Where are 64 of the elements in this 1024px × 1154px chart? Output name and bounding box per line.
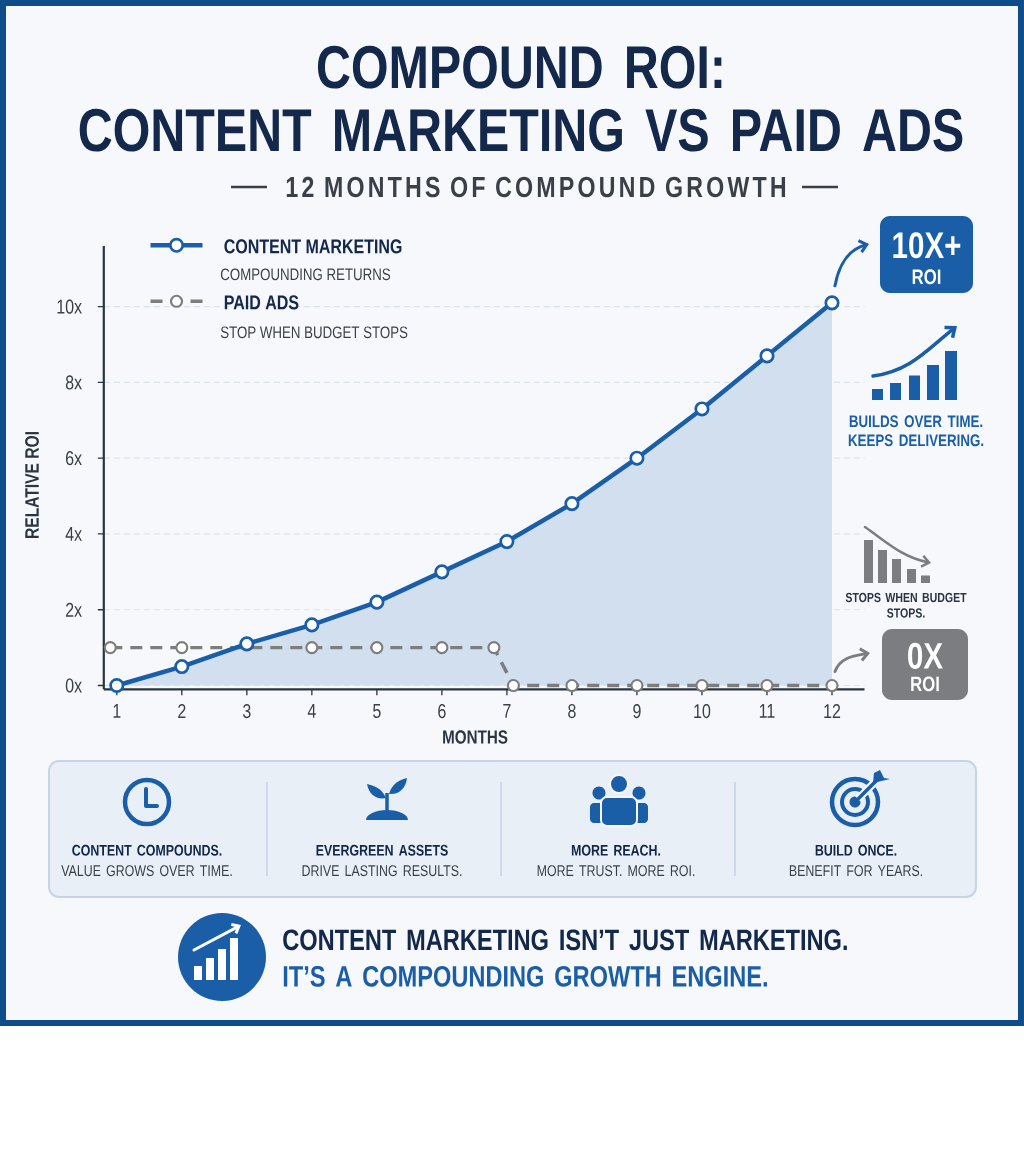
point bbox=[824, 295, 840, 311]
legend-label: PAID ADS bbox=[224, 295, 299, 310]
x-axis-title: MONTHS bbox=[443, 730, 508, 744]
chart-title: COMPOUND ROI: CONTENT MARKETING VS PAID ADS bbox=[79, 45, 963, 152]
point bbox=[304, 617, 320, 633]
text: DRIVE LASTING RESULTS. bbox=[302, 865, 462, 877]
text: BUILD ONCE. bbox=[815, 844, 897, 856]
annotation: 0X ROI bbox=[908, 642, 943, 692]
annotation: BUILDS OVER TIME. KEEPS DELIVERING. bbox=[848, 415, 984, 447]
x-tick-label: 8 bbox=[568, 704, 576, 719]
y-tick-label: 8x bbox=[65, 375, 82, 390]
text: IT’S A COMPOUNDING GROWTH ENGINE. bbox=[283, 965, 767, 987]
text: EVERGREEN ASSETS bbox=[316, 844, 448, 856]
y-tick-label: 6x bbox=[66, 451, 82, 466]
point bbox=[694, 401, 710, 417]
x-tick-label: 12 bbox=[824, 704, 841, 718]
x-tick-label: 4 bbox=[307, 704, 316, 718]
point bbox=[630, 678, 644, 693]
y-tick-label: 4x bbox=[65, 527, 82, 541]
point bbox=[825, 678, 839, 693]
point bbox=[103, 641, 117, 655]
x-tick-label: 3 bbox=[242, 704, 251, 719]
text: MORE REACH. bbox=[571, 844, 661, 856]
text: MORE TRUST. MORE ROI. bbox=[537, 865, 695, 877]
point bbox=[760, 678, 774, 693]
point bbox=[564, 496, 580, 512]
point bbox=[174, 659, 190, 675]
point bbox=[175, 641, 189, 655]
point bbox=[109, 677, 125, 694]
point bbox=[370, 641, 384, 655]
x-tick-label: 1 bbox=[113, 704, 121, 718]
point bbox=[487, 641, 501, 655]
chart-subtitle: 12 MONTHS OF COMPOUND GROWTH bbox=[286, 176, 786, 198]
text: BENEFIT FOR YEARS. bbox=[789, 865, 923, 877]
point bbox=[434, 564, 450, 580]
annotation: STOP WHEN BUDGET STOPS bbox=[220, 326, 408, 339]
y-axis-title: RELATIVE ROI bbox=[25, 432, 39, 538]
x-tick-label: 7 bbox=[503, 704, 511, 718]
legend-label: CONTENT MARKETING bbox=[224, 239, 402, 254]
x-tick-label: 5 bbox=[373, 704, 381, 718]
y-tick-label: 2x bbox=[65, 602, 82, 617]
y-tick-label: 0x bbox=[65, 678, 82, 693]
point bbox=[369, 594, 385, 610]
x-tick-label: 10 bbox=[694, 704, 711, 719]
point bbox=[305, 641, 319, 655]
point bbox=[759, 348, 775, 364]
point bbox=[565, 678, 579, 693]
y-tick-label: 10x bbox=[57, 299, 82, 314]
point bbox=[499, 533, 515, 550]
point bbox=[629, 450, 645, 466]
text: CONTENT MARKETING ISN’T JUST MARKETING. bbox=[283, 929, 847, 951]
text: VALUE GROWS OVER TIME. bbox=[61, 865, 232, 877]
point bbox=[695, 678, 709, 693]
annotation: STOPS WHEN BUDGET STOPS. bbox=[845, 592, 967, 618]
x-tick-label: 2 bbox=[178, 704, 186, 718]
annotation: COMPOUNDING RETURNS bbox=[220, 268, 391, 281]
x-tick-label: 6 bbox=[438, 704, 446, 719]
point bbox=[239, 636, 255, 652]
point bbox=[506, 678, 520, 693]
text: CONTENT COMPOUNDS. bbox=[72, 844, 222, 856]
x-tick-label: 9 bbox=[633, 704, 641, 719]
point bbox=[435, 641, 449, 655]
annotation: 10X+ ROI bbox=[893, 232, 961, 285]
x-tick-label: 11 bbox=[759, 704, 775, 718]
